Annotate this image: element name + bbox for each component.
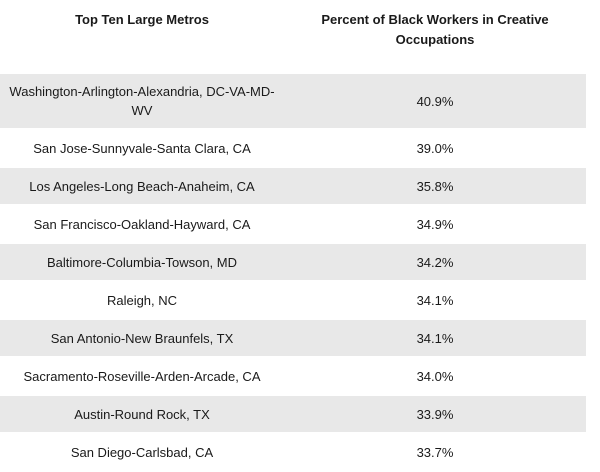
metros-table: Top Ten Large Metros Percent of Black Wo… bbox=[0, 0, 586, 472]
metro-cell: Austin-Round Rock, TX bbox=[0, 395, 284, 434]
table-row: San Diego-Carlsbad, CA 33.7% bbox=[0, 433, 586, 472]
metro-cell: San Diego-Carlsbad, CA bbox=[0, 433, 284, 472]
percent-cell: 39.0% bbox=[284, 129, 586, 168]
percent-cell: 33.7% bbox=[284, 433, 586, 472]
percent-cell: 34.2% bbox=[284, 243, 586, 282]
percent-cell: 40.9% bbox=[284, 74, 586, 130]
metro-cell: Washington-Arlington-Alexandria, DC-VA-M… bbox=[0, 74, 284, 130]
table-row: Austin-Round Rock, TX 33.9% bbox=[0, 395, 586, 434]
table-row: Baltimore-Columbia-Towson, MD 34.2% bbox=[0, 243, 586, 282]
metro-cell: Sacramento-Roseville-Arden-Arcade, CA bbox=[0, 357, 284, 396]
percent-cell: 34.1% bbox=[284, 319, 586, 358]
table-row: Washington-Arlington-Alexandria, DC-VA-M… bbox=[0, 74, 586, 130]
metro-cell: San Jose-Sunnyvale-Santa Clara, CA bbox=[0, 129, 284, 168]
table-row: San Francisco-Oakland-Hayward, CA 34.9% bbox=[0, 205, 586, 244]
percent-cell: 34.9% bbox=[284, 205, 586, 244]
table-row: Sacramento-Roseville-Arden-Arcade, CA 34… bbox=[0, 357, 586, 396]
table-row: Los Angeles-Long Beach-Anaheim, CA 35.8% bbox=[0, 167, 586, 206]
table-row: San Antonio-New Braunfels, TX 34.1% bbox=[0, 319, 586, 358]
metro-cell: San Antonio-New Braunfels, TX bbox=[0, 319, 284, 358]
header-row: Top Ten Large Metros Percent of Black Wo… bbox=[0, 0, 586, 74]
table-row: San Jose-Sunnyvale-Santa Clara, CA 39.0% bbox=[0, 129, 586, 168]
percent-cell: 35.8% bbox=[284, 167, 586, 206]
metro-cell: Raleigh, NC bbox=[0, 281, 284, 320]
metro-cell: San Francisco-Oakland-Hayward, CA bbox=[0, 205, 284, 244]
column-header-metro: Top Ten Large Metros bbox=[75, 12, 209, 27]
percent-cell: 34.1% bbox=[284, 281, 586, 320]
percent-cell: 33.9% bbox=[284, 395, 586, 434]
percent-cell: 34.0% bbox=[284, 357, 586, 396]
metro-cell: Baltimore-Columbia-Towson, MD bbox=[0, 243, 284, 282]
metro-cell: Los Angeles-Long Beach-Anaheim, CA bbox=[0, 167, 284, 206]
column-header-percent: Percent of Black Workers in Creative Occ… bbox=[321, 12, 549, 47]
table-row: Raleigh, NC 34.1% bbox=[0, 281, 586, 320]
